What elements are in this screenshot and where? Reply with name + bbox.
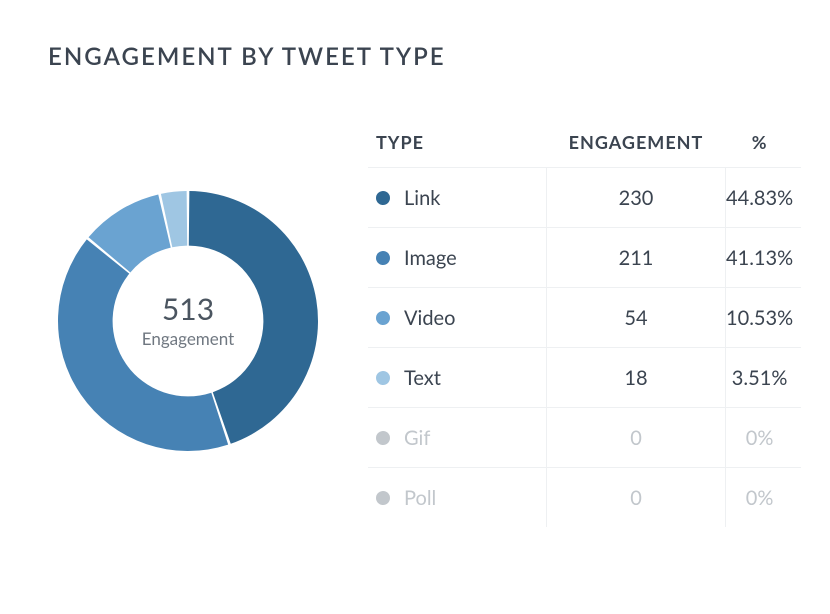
type-label: Text [404, 366, 441, 390]
table-row: Link 23044.83% [368, 167, 801, 227]
th-type: TYPE [376, 131, 546, 153]
cell-percent: 3.51% [726, 366, 793, 390]
cell-percent: 0% [726, 486, 793, 510]
table-row: Image 21141.13% [368, 227, 801, 287]
cell-engagement: 18 [546, 348, 726, 407]
cell-engagement: 54 [546, 288, 726, 347]
legend-dot-icon [376, 371, 390, 385]
cell-type: Link [376, 186, 546, 210]
type-label: Link [404, 186, 440, 210]
cell-percent: 44.83% [726, 186, 793, 210]
type-label: Video [404, 306, 455, 330]
cell-engagement: 0 [546, 408, 726, 467]
th-percent: % [726, 131, 793, 153]
cell-percent: 10.53% [726, 306, 793, 330]
cell-engagement: 230 [546, 168, 726, 227]
legend-dot-icon [376, 251, 390, 265]
cell-type: Poll [376, 486, 546, 510]
card-title: ENGAGEMENT BY TWEET TYPE [48, 42, 782, 71]
legend-dot-icon [376, 431, 390, 445]
table-header: TYPE ENGAGEMENT % [368, 131, 801, 167]
donut-chart: 513 Engagement [48, 181, 328, 461]
engagement-table: TYPE ENGAGEMENT % Link 23044.83% Image 2114… [368, 131, 801, 527]
type-label: Poll [404, 486, 436, 510]
cell-engagement: 211 [546, 228, 726, 287]
table-body: Link 23044.83% Image 21141.13% Video 5410.53%… [368, 167, 801, 527]
table-row: Poll 00% [368, 467, 801, 527]
card-content: 513 Engagement TYPE ENGAGEMENT % Link230… [48, 131, 782, 527]
cell-percent: 41.13% [726, 246, 793, 270]
cell-engagement: 0 [546, 468, 726, 527]
engagement-card: ENGAGEMENT BY TWEET TYPE 513 Engagement … [0, 0, 830, 614]
donut-slice [58, 239, 228, 451]
table-row: Text 183.51% [368, 347, 801, 407]
cell-type: Video [376, 306, 546, 330]
cell-type: Image [376, 246, 546, 270]
type-label: Gif [404, 426, 430, 450]
legend-dot-icon [376, 191, 390, 205]
legend-dot-icon [376, 491, 390, 505]
th-engagement: ENGAGEMENT [546, 131, 726, 153]
table-row: Video 5410.53% [368, 287, 801, 347]
table-row: Gif 00% [368, 407, 801, 467]
donut-svg [48, 181, 328, 461]
cell-type: Text [376, 366, 546, 390]
type-label: Image [404, 246, 457, 270]
cell-type: Gif [376, 426, 546, 450]
legend-dot-icon [376, 311, 390, 325]
cell-percent: 0% [726, 426, 793, 450]
